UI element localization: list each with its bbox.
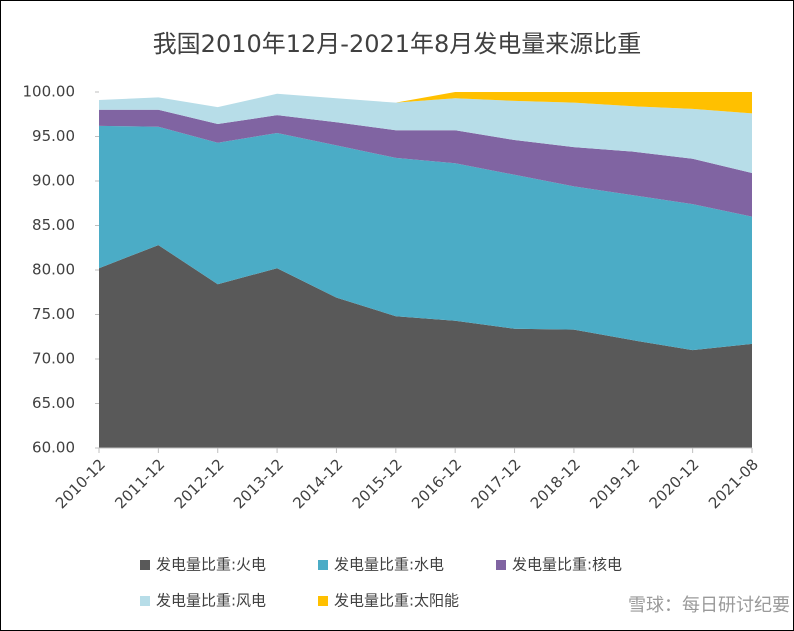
y-tick-label: 65.00 <box>32 394 75 412</box>
area <box>99 109 752 217</box>
legend-swatch <box>140 560 150 570</box>
legend-swatch <box>496 560 506 570</box>
chart-title: 我国2010年12月-2021年8月发电量来源比重 <box>153 30 642 58</box>
area <box>99 92 752 114</box>
legend-label: 发电量比重:水电 <box>334 556 444 574</box>
legend-swatch <box>318 596 328 606</box>
legend-swatch <box>318 560 328 570</box>
legend-label: 发电量比重:火电 <box>156 556 266 574</box>
y-tick-label: 80.00 <box>32 261 75 279</box>
y-tick-label: 60.00 <box>32 439 75 457</box>
legend-label: 发电量比重:核电 <box>512 556 622 574</box>
legend-swatch <box>140 596 150 606</box>
y-tick-label: 75.00 <box>32 305 75 323</box>
legend-label: 发电量比重:风电 <box>156 592 266 610</box>
area <box>99 93 752 173</box>
area <box>99 125 752 351</box>
watermark: 雪球：每日研讨纪要 <box>628 595 790 616</box>
y-tick-label: 90.00 <box>32 172 75 190</box>
y-tick-label: 70.00 <box>32 350 75 368</box>
legend-label: 发电量比重:太阳能 <box>334 592 459 610</box>
y-tick-label: 100.00 <box>23 83 76 101</box>
area <box>99 245 752 448</box>
y-tick-label: 95.00 <box>32 127 75 145</box>
y-tick-label: 85.00 <box>32 216 75 234</box>
